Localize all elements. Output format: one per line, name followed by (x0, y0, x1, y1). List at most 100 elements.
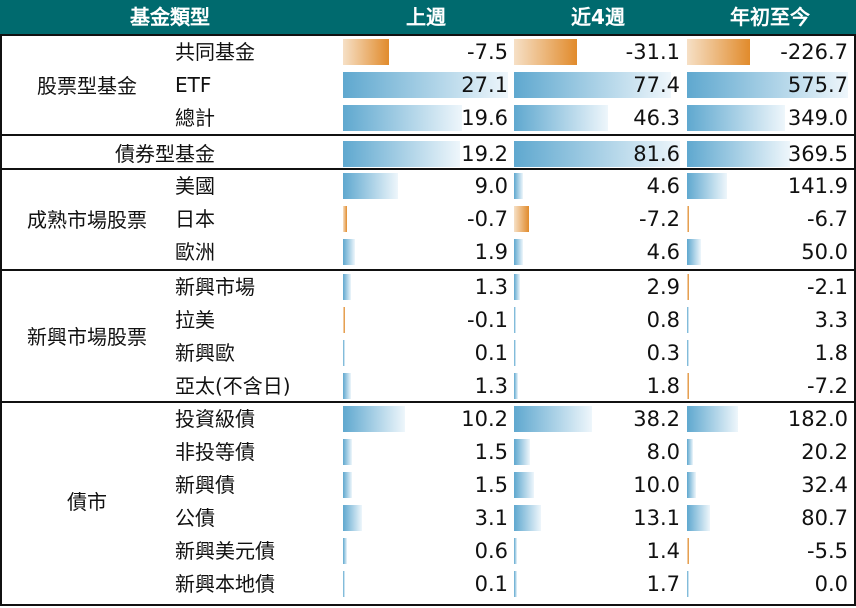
value-4-weeks: 1.7 (646, 572, 680, 596)
bar-ytd (687, 538, 689, 564)
table-rule (0, 269, 856, 271)
value-ytd: 141.9 (787, 174, 848, 198)
bar-ytd (687, 340, 689, 366)
bar-4-weeks (514, 373, 518, 399)
value-last-week: 10.2 (461, 407, 508, 431)
value-last-week: 27.1 (461, 73, 508, 97)
value-4-weeks: 0.8 (646, 308, 680, 332)
value-4-weeks: 10.0 (633, 473, 680, 497)
row-label: 債券型基金 (115, 142, 215, 166)
row-label: 拉美 (175, 308, 215, 332)
bar-last-week (343, 307, 345, 333)
bar-4-weeks (514, 206, 529, 232)
value-4-weeks: 8.0 (646, 440, 680, 464)
table-rule (0, 34, 856, 36)
header-last-week: 上週 (406, 5, 446, 29)
value-4-weeks: 4.6 (646, 174, 680, 198)
table-border (0, 34, 2, 606)
bar-4-weeks (514, 538, 517, 564)
value-4-weeks: 46.3 (633, 106, 680, 130)
bar-last-week (343, 439, 353, 465)
value-ytd: 1.8 (814, 341, 848, 365)
value-last-week: 19.6 (461, 106, 508, 130)
row-label: 日本 (175, 207, 215, 231)
value-ytd: 349.0 (787, 106, 848, 130)
row-label: 新興美元債 (175, 539, 275, 563)
value-last-week: 1.3 (474, 275, 508, 299)
group-label: 股票型基金 (37, 73, 137, 98)
bar-4-weeks (514, 39, 578, 65)
value-last-week: 1.5 (474, 473, 508, 497)
value-4-weeks: 2.9 (646, 275, 680, 299)
value-ytd: 3.3 (814, 308, 848, 332)
value-last-week: 1.5 (474, 440, 508, 464)
bar-ytd (687, 439, 693, 465)
value-last-week: 9.0 (474, 174, 508, 198)
table-rule (0, 604, 856, 606)
value-last-week: 3.1 (474, 506, 508, 530)
table-border (854, 34, 856, 606)
table-rule (0, 134, 856, 136)
value-last-week: -0.1 (467, 308, 508, 332)
value-4-weeks: 81.6 (633, 142, 680, 166)
value-ytd: 32.4 (801, 473, 848, 497)
value-ytd: -5.5 (807, 539, 848, 563)
group-label: 債市 (67, 490, 107, 514)
value-last-week: 1.9 (474, 240, 508, 264)
bar-4-weeks (514, 141, 680, 167)
value-4-weeks: 77.4 (633, 73, 680, 97)
value-last-week: 0.1 (474, 572, 508, 596)
bar-ytd (687, 105, 785, 131)
value-ytd: -7.2 (807, 374, 848, 398)
value-4-weeks: -31.1 (625, 40, 680, 64)
bar-4-weeks (514, 239, 524, 265)
value-last-week: 0.6 (474, 539, 508, 563)
header-row: 基金類型 上週 近4週 年初至今 (0, 0, 856, 34)
bar-last-week (343, 39, 389, 65)
bar-last-week (343, 571, 345, 597)
bar-last-week (343, 72, 508, 98)
bar-ytd (687, 406, 738, 432)
bar-ytd (687, 72, 848, 98)
bar-4-weeks (514, 72, 672, 98)
bar-last-week (343, 406, 406, 432)
bar-last-week (343, 538, 347, 564)
bar-ytd (687, 39, 751, 65)
value-4-weeks: 38.2 (633, 407, 680, 431)
row-label: 非投等債 (175, 440, 255, 464)
value-4-weeks: 0.3 (646, 341, 680, 365)
bar-4-weeks (514, 105, 609, 131)
bar-last-week (343, 340, 345, 366)
bar-ytd (687, 141, 791, 167)
bar-4-weeks (514, 505, 541, 531)
bar-4-weeks (514, 173, 524, 199)
value-ytd: 20.2 (801, 440, 848, 464)
header-4-weeks: 近4週 (571, 5, 625, 29)
value-last-week: -7.5 (467, 40, 508, 64)
bar-4-weeks (514, 274, 520, 300)
row-label: 歐洲 (175, 240, 215, 264)
row-label: 亞太(不含日) (175, 374, 291, 398)
bar-4-weeks (514, 406, 592, 432)
row-label: 新興歐 (175, 341, 235, 365)
value-ytd: 369.5 (787, 142, 848, 166)
value-last-week: 1.3 (474, 374, 508, 398)
bar-ytd (687, 505, 710, 531)
bar-last-week (343, 505, 362, 531)
value-last-week: -0.7 (467, 207, 508, 231)
bar-ytd (687, 274, 689, 300)
value-ytd: 575.7 (787, 73, 848, 97)
value-ytd: -2.1 (807, 275, 848, 299)
table-rule (0, 168, 856, 170)
bar-ytd (687, 571, 689, 597)
value-4-weeks: 1.4 (646, 539, 680, 563)
row-label: 共同基金 (175, 40, 255, 64)
bar-last-week (343, 274, 351, 300)
group-label: 成熟市場股票 (27, 207, 147, 232)
value-last-week: 0.1 (474, 341, 508, 365)
value-4-weeks: 1.8 (646, 374, 680, 398)
value-ytd: 0.0 (814, 572, 848, 596)
value-ytd: -6.7 (807, 207, 848, 231)
bar-last-week (343, 206, 348, 232)
